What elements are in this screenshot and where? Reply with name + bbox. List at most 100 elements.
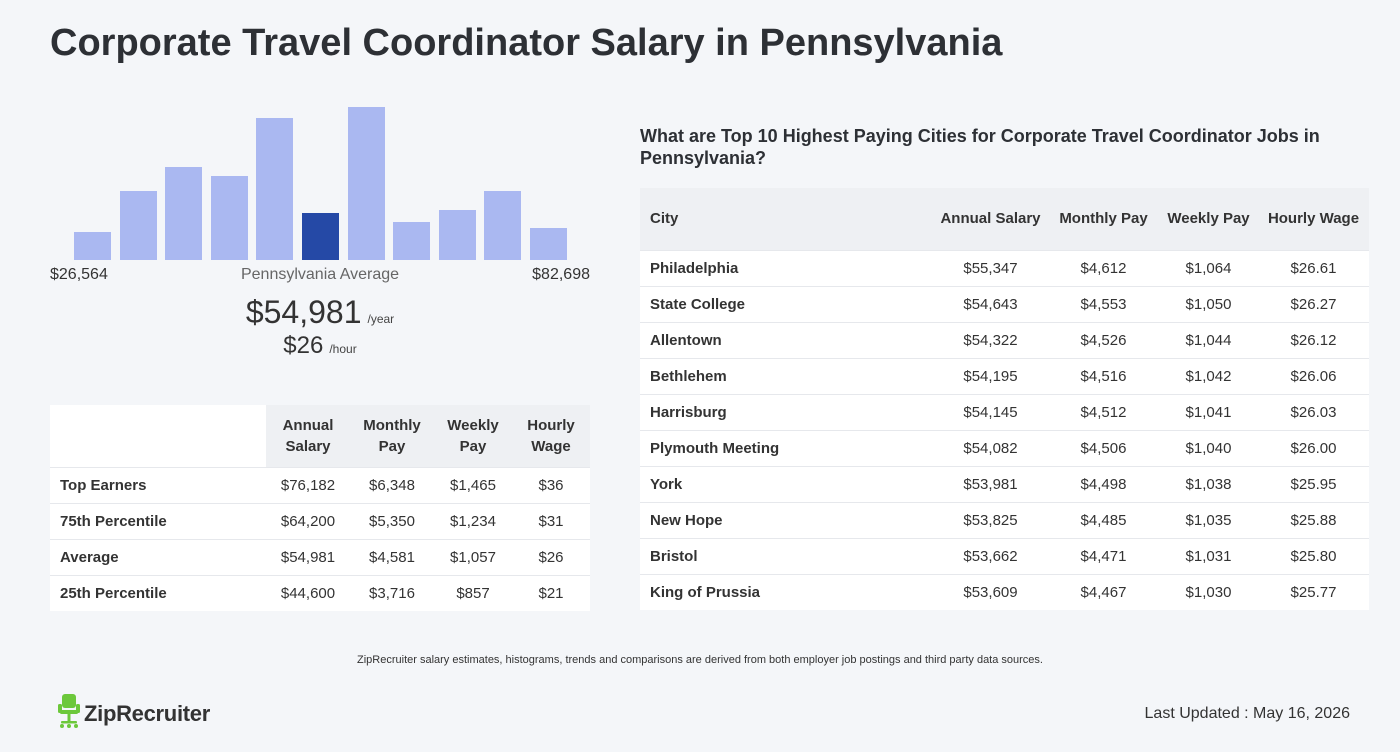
city-name: New Hope bbox=[640, 501, 933, 538]
city-cell: $4,471 bbox=[1048, 537, 1159, 574]
average-hourly-wage: $26/hour bbox=[50, 332, 590, 360]
city-name: Allentown bbox=[640, 321, 933, 358]
percentile-row-label: 75th Percentile bbox=[50, 502, 266, 539]
city-cell: $25.88 bbox=[1258, 501, 1369, 538]
page-title: Corporate Travel Coordinator Salary in P… bbox=[50, 22, 1003, 64]
city-cell: $4,512 bbox=[1048, 393, 1159, 430]
city-cell: $1,030 bbox=[1159, 573, 1258, 610]
average-yearly-unit: /year bbox=[367, 312, 395, 326]
city-cell: $53,825 bbox=[933, 501, 1048, 538]
average-hourly-unit: /hour bbox=[329, 342, 357, 356]
cities-table: City Annual Salary Monthly Pay Weekly Pa… bbox=[640, 188, 1369, 610]
percentile-cell: $857 bbox=[434, 574, 512, 611]
average-yearly-salary: $54,981/year bbox=[50, 294, 590, 331]
histogram-range-max: $82,698 bbox=[532, 266, 590, 283]
city-cell: $54,145 bbox=[933, 393, 1048, 430]
city-row: York $53,981 $4,498 $1,038 $25.95 bbox=[640, 465, 1369, 502]
city-cell: $54,643 bbox=[933, 285, 1048, 322]
percentile-table-header: Annual Salary Monthly Pay Weekly Pay Hou… bbox=[50, 405, 590, 467]
histogram-bar bbox=[347, 107, 385, 260]
percentile-row: Average $54,981 $4,581 $1,057 $26 bbox=[50, 538, 590, 575]
city-cell: $1,042 bbox=[1159, 357, 1258, 394]
city-cell: $1,064 bbox=[1159, 249, 1258, 286]
city-cell: $54,195 bbox=[933, 357, 1048, 394]
ziprecruiter-wordmark: ZipRecruiter bbox=[84, 700, 210, 726]
cities-header-hourly: Hourly Wage bbox=[1258, 188, 1369, 250]
city-name: York bbox=[640, 465, 933, 502]
percentile-row-label: Top Earners bbox=[50, 466, 266, 503]
city-row: Bristol $53,662 $4,471 $1,031 $25.80 bbox=[640, 537, 1369, 574]
percentile-cell: $76,182 bbox=[266, 466, 350, 503]
histogram-average-label: Pennsylvania Average bbox=[240, 266, 400, 283]
city-cell: $26.03 bbox=[1258, 393, 1369, 430]
salary-histogram bbox=[50, 100, 590, 260]
percentile-row: Top Earners $76,182 $6,348 $1,465 $36 bbox=[50, 466, 590, 503]
percentile-cell: $36 bbox=[512, 466, 590, 503]
cities-header-city: City bbox=[640, 188, 933, 250]
histogram-bar-highlighted bbox=[302, 213, 339, 260]
city-cell: $4,526 bbox=[1048, 321, 1159, 358]
percentile-cell: $1,465 bbox=[434, 466, 512, 503]
city-name: Harrisburg bbox=[640, 393, 933, 430]
percentile-header-blank bbox=[50, 405, 266, 467]
histogram-bar bbox=[530, 228, 567, 260]
histogram-bar bbox=[256, 118, 294, 260]
city-row: Philadelphia $55,347 $4,612 $1,064 $26.61 bbox=[640, 249, 1369, 286]
histogram-bar bbox=[210, 176, 248, 260]
city-name: King of Prussia bbox=[640, 573, 933, 610]
city-cell: $26.27 bbox=[1258, 285, 1369, 322]
percentile-cell: $64,200 bbox=[266, 502, 350, 539]
city-cell: $53,662 bbox=[933, 537, 1048, 574]
percentile-cell: $3,716 bbox=[350, 574, 434, 611]
city-row: State College $54,643 $4,553 $1,050 $26.27 bbox=[640, 285, 1369, 322]
city-cell: $1,038 bbox=[1159, 465, 1258, 502]
city-cell: $25.95 bbox=[1258, 465, 1369, 502]
percentile-cell: $4,581 bbox=[350, 538, 434, 575]
city-cell: $4,553 bbox=[1048, 285, 1159, 322]
histogram-bar bbox=[438, 210, 476, 260]
city-cell: $4,516 bbox=[1048, 357, 1159, 394]
city-cell: $55,347 bbox=[933, 249, 1048, 286]
city-name: State College bbox=[640, 285, 933, 322]
histogram-range-min: $26,564 bbox=[50, 266, 108, 283]
city-cell: $4,467 bbox=[1048, 573, 1159, 610]
city-row: Allentown $54,322 $4,526 $1,044 $26.12 bbox=[640, 321, 1369, 358]
last-updated: Last Updated : May 16, 2026 bbox=[1144, 705, 1350, 722]
ziprecruiter-chair-icon bbox=[58, 694, 80, 733]
city-cell: $1,040 bbox=[1159, 429, 1258, 466]
city-cell: $4,506 bbox=[1048, 429, 1159, 466]
city-name: Bristol bbox=[640, 537, 933, 574]
city-cell: $26.06 bbox=[1258, 357, 1369, 394]
percentile-cell: $54,981 bbox=[266, 538, 350, 575]
percentile-header-annual: Annual Salary bbox=[266, 405, 350, 467]
city-name: Bethlehem bbox=[640, 357, 933, 394]
cities-section-title: What are Top 10 Highest Paying Cities fo… bbox=[640, 126, 1320, 168]
percentile-row: 25th Percentile $44,600 $3,716 $857 $21 bbox=[50, 574, 590, 611]
histogram-bar bbox=[74, 232, 111, 260]
city-cell: $54,322 bbox=[933, 321, 1048, 358]
percentile-cell: $26 bbox=[512, 538, 590, 575]
cities-header-monthly: Monthly Pay bbox=[1048, 188, 1159, 250]
ziprecruiter-logo[interactable]: ZipRecruiter bbox=[58, 694, 210, 733]
city-cell: $25.80 bbox=[1258, 537, 1369, 574]
percentile-cell: $31 bbox=[512, 502, 590, 539]
city-cell: $1,041 bbox=[1159, 393, 1258, 430]
city-cell: $4,612 bbox=[1048, 249, 1159, 286]
city-cell: $1,031 bbox=[1159, 537, 1258, 574]
histogram-bar bbox=[165, 167, 203, 260]
cities-header-annual: Annual Salary bbox=[933, 188, 1048, 250]
cities-table-header: City Annual Salary Monthly Pay Weekly Pa… bbox=[640, 188, 1369, 250]
city-cell: $25.77 bbox=[1258, 573, 1369, 610]
average-yearly-value: $54,981 bbox=[245, 294, 362, 330]
percentile-header-hourly: Hourly Wage bbox=[512, 405, 590, 467]
data-source-footnote: ZipRecruiter salary estimates, histogram… bbox=[357, 654, 1043, 666]
city-row: Plymouth Meeting $54,082 $4,506 $1,040 $26.0… bbox=[640, 429, 1369, 466]
city-row: New Hope $53,825 $4,485 $1,035 $25.88 bbox=[640, 501, 1369, 538]
city-cell: $53,981 bbox=[933, 465, 1048, 502]
percentile-cell: $1,057 bbox=[434, 538, 512, 575]
cities-header-weekly: Weekly Pay bbox=[1159, 188, 1258, 250]
percentile-cell: $1,234 bbox=[434, 502, 512, 539]
histogram-bar bbox=[484, 191, 522, 260]
percentile-cell: $21 bbox=[512, 574, 590, 611]
city-name: Philadelphia bbox=[640, 249, 933, 286]
